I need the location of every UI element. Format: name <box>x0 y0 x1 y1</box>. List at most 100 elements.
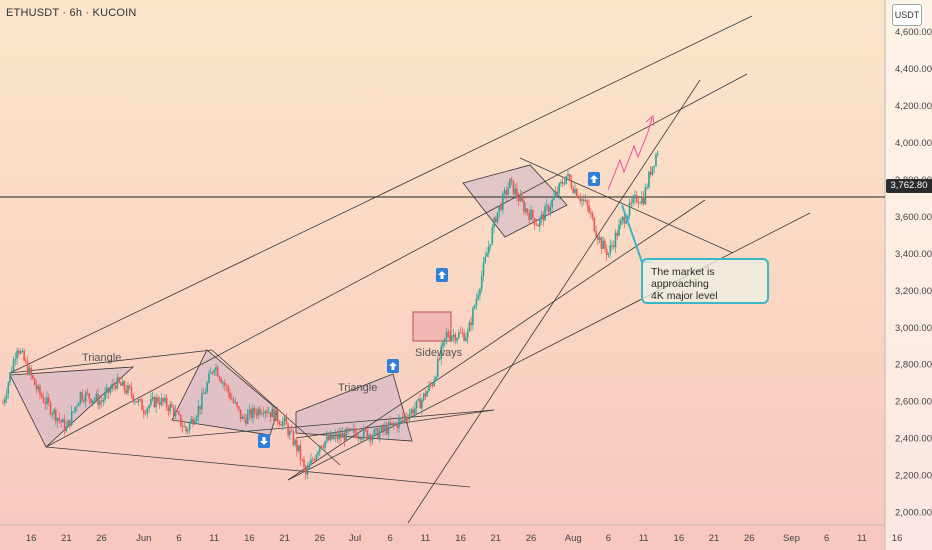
candle-body <box>7 382 10 395</box>
x-tick-label: Jun <box>136 533 151 544</box>
x-tick-label: 26 <box>526 533 537 544</box>
candle-body <box>514 188 516 195</box>
candle-body <box>303 459 305 467</box>
candle-body <box>209 372 212 374</box>
candle-body <box>391 422 393 425</box>
x-tick-label: 26 <box>744 533 755 544</box>
x-tick-label: 16 <box>455 533 466 544</box>
candle-body <box>74 407 76 412</box>
candles <box>2 150 659 480</box>
candle-body <box>438 358 441 360</box>
pattern-triangle-mid <box>171 349 279 436</box>
candle-body <box>70 411 73 426</box>
candle-body <box>30 367 32 376</box>
candle-body <box>26 361 29 375</box>
candle-body <box>449 336 451 340</box>
candle-body <box>37 386 39 390</box>
candle-body <box>366 430 369 439</box>
candle-body <box>128 385 131 388</box>
candle-body <box>178 412 180 415</box>
trend-line <box>287 199 706 481</box>
candle-body <box>646 187 648 188</box>
candle-body <box>431 384 434 387</box>
candle-body <box>139 399 142 401</box>
x-tick-label: 21 <box>491 533 502 544</box>
annotation-sideways: Sideways <box>415 347 463 359</box>
candle-body <box>229 392 231 399</box>
candle-body <box>329 434 332 441</box>
candle-body <box>79 392 82 403</box>
candle-body <box>496 212 499 222</box>
candle-body <box>435 376 437 380</box>
candle-body <box>35 384 38 390</box>
candle-body <box>442 341 444 347</box>
candle-body <box>634 195 636 198</box>
candle-body <box>440 346 443 359</box>
x-tick-label: 16 <box>892 533 903 544</box>
candle-body <box>385 426 388 435</box>
candle-body <box>134 401 136 403</box>
candle-body <box>338 433 340 440</box>
candle-body <box>113 384 115 386</box>
candle-body <box>76 406 78 408</box>
x-tick-label: Sep <box>783 533 800 544</box>
candle-body <box>577 196 580 199</box>
candle-body <box>60 420 62 423</box>
candle-body <box>542 214 545 221</box>
candle-body <box>202 393 205 395</box>
candle-body <box>363 428 365 439</box>
candle-body <box>466 331 469 338</box>
candle-body <box>84 392 87 402</box>
candle-body <box>2 403 4 404</box>
candle-body <box>107 387 110 393</box>
candle-body <box>445 332 448 339</box>
candle-body <box>392 422 395 425</box>
candle-body <box>297 445 300 451</box>
candle-body <box>614 232 617 248</box>
x-tick-label: 11 <box>639 533 649 544</box>
candle-body <box>364 428 367 431</box>
candle-body <box>248 409 251 414</box>
candle-body <box>535 224 538 226</box>
candle-body <box>424 393 427 397</box>
candle-body <box>336 433 339 440</box>
callout-pointer <box>621 204 652 263</box>
trend-line <box>45 73 748 448</box>
candle-body <box>456 337 458 342</box>
candle-body <box>378 431 381 440</box>
candle-body <box>290 430 293 432</box>
trend-line <box>9 15 753 374</box>
candle-body <box>72 411 75 413</box>
symbol-title: ETHUSDT · 6h · KUCOIN <box>6 7 137 19</box>
currency-button[interactable]: USDT <box>892 4 922 26</box>
candle-body <box>266 411 268 413</box>
candle-body <box>3 399 6 404</box>
candle-body <box>39 386 41 395</box>
candle-body <box>583 199 585 201</box>
x-tick-label: 21 <box>709 533 720 544</box>
candle-body <box>540 214 543 219</box>
y-tick-label: 2,000.00 <box>895 508 932 519</box>
candle-body <box>88 393 91 399</box>
candle-body <box>213 369 215 373</box>
candle-body <box>475 298 478 306</box>
candle-body <box>354 428 356 433</box>
candle-body <box>579 198 582 202</box>
candle-body <box>19 351 22 354</box>
candle-body <box>477 294 479 299</box>
candle-body <box>174 410 177 416</box>
candle-body <box>246 413 249 424</box>
candle-body <box>537 225 539 227</box>
candle-body <box>55 409 57 422</box>
candle-body <box>333 436 335 440</box>
candle-body <box>197 405 200 417</box>
trend-line <box>9 349 213 374</box>
candle-body <box>414 408 416 414</box>
candle-body <box>97 394 99 405</box>
candle-body <box>461 332 464 334</box>
x-tick-label: 11 <box>857 533 867 544</box>
candle-body <box>121 381 124 386</box>
candle-body <box>394 423 397 425</box>
